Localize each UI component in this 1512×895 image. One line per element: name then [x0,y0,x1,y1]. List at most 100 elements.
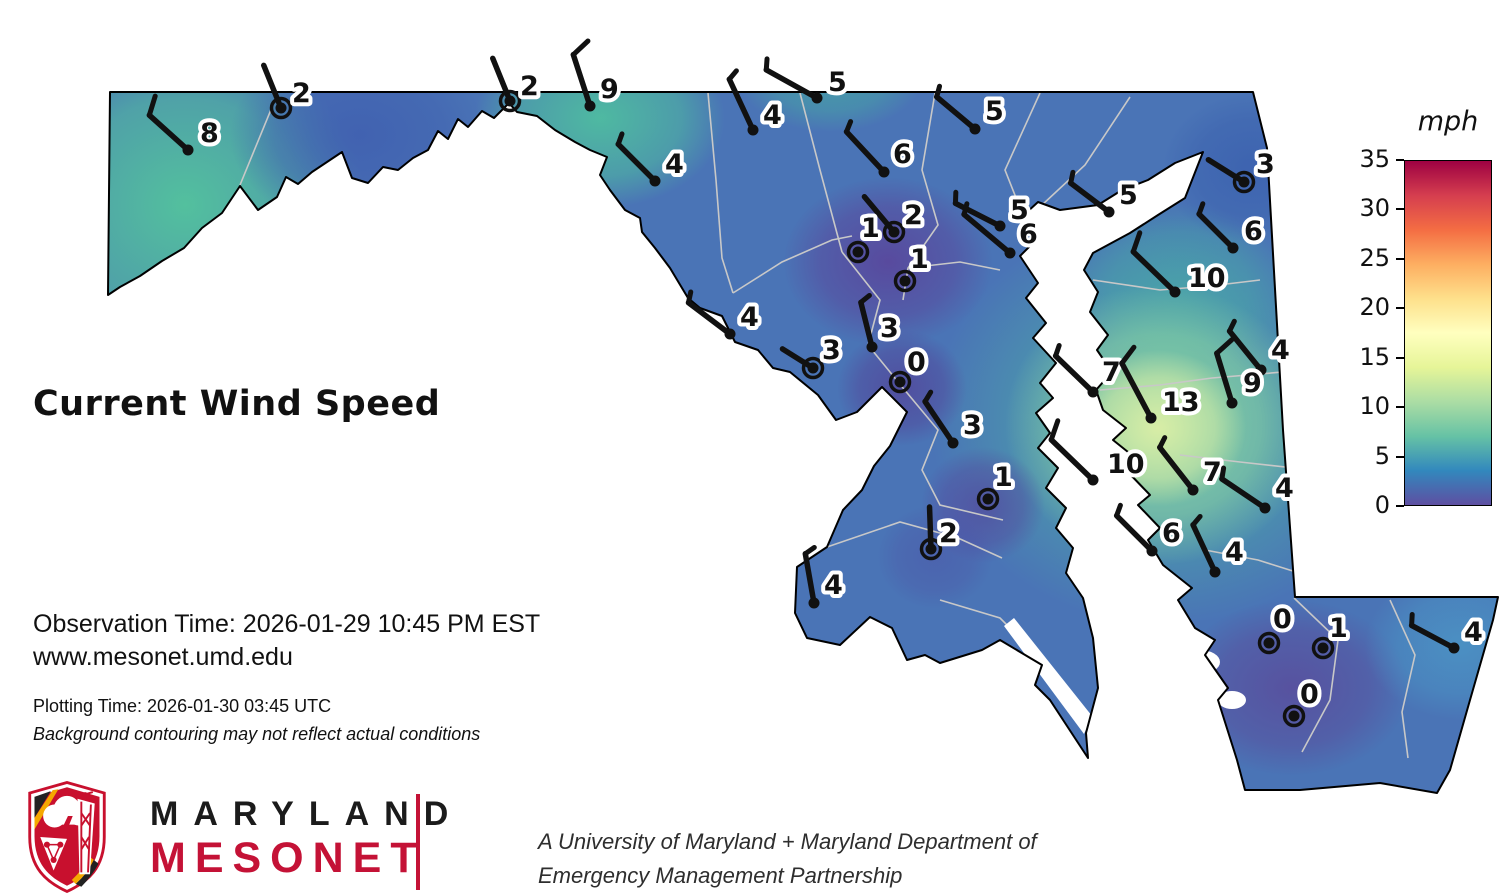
station-barb: 8 [146,93,223,156]
station-barb: 4 [685,289,763,340]
station-wind-speed-label: 5 [1119,180,1138,211]
colorbar-tick-label: 15 [1359,342,1390,371]
station-wind-speed-label: 2 [292,78,311,109]
colorbar-tick-mark [1396,307,1404,310]
station-wind-speed-label: 1 [861,213,880,244]
station-wind-speed-label: 3 [1256,149,1275,180]
station-barb: 4 [726,68,786,136]
station-wind-speed-label: 8 [200,118,219,149]
station-wind-speed-label: 7 [1102,357,1121,388]
station-barb: 5 [1067,169,1142,218]
station-wind-speed-label: 2 [520,71,539,102]
station-wind-speed-label: 5 [1010,195,1029,226]
station-wind-speed-label: 3 [822,335,841,366]
station-wind-speed-label: 2 [939,518,958,549]
station-barb: 5 [763,56,851,104]
station-wind-speed-label: 0 [907,347,926,378]
station-barb: 2 [490,55,543,113]
station-wind-speed-label: 4 [1275,473,1294,504]
station-barb: 0 [1282,675,1323,728]
station-barb: 4 [802,544,847,609]
colorbar-tick-label: 35 [1359,145,1390,173]
station-barb: 0 [1257,600,1296,655]
weather-tower-icon [77,791,95,875]
station-barb: 1 [976,458,1017,511]
station-barb: 4 [1226,318,1294,376]
station-wind-speed-label: 1 [994,462,1013,493]
station-barb: 0 [888,343,930,394]
station-wind-speed-label: 3 [963,410,982,441]
brand-divider [416,794,420,890]
colorbar-tick-label: 0 [1374,491,1390,519]
colorbar-tick-mark [1396,208,1404,211]
station-wind-speed-label: 9 [600,74,619,105]
station-barb: 3 [1205,145,1279,194]
station-wind-speed-label: 6 [1162,518,1181,549]
colorbar [1404,160,1492,506]
station-wind-speed-label: 4 [824,570,843,601]
station-wind-speed-label: 4 [1271,335,1290,366]
station-barb: 4 [1219,465,1298,514]
station-wind-speed-label: 6 [1244,216,1263,247]
colorbar-tick-mark [1396,505,1404,507]
station-barb: 1 [1311,609,1352,660]
station-barb: 7 [1157,435,1226,496]
colorbar-tick-mark [1396,159,1404,161]
station-barb: 9 [1214,337,1266,409]
station-barb: 6 [1196,201,1267,254]
station-wind-speed-label: 10 [1107,449,1145,480]
station-wind-speed-label: 5 [985,96,1004,127]
website-url: www.mesonet.umd.edu [33,643,293,671]
station-barb: 9 [570,38,623,112]
brand-mesonet: MESONET [150,834,426,882]
station-wind-speed-label: 6 [893,139,912,170]
colorbar-tick-mark [1396,257,1404,260]
station-wind-speed-label: 0 [1300,679,1319,710]
colorbar-tick-label: 5 [1374,441,1390,470]
station-wind-speed-label: 4 [763,100,782,131]
station-wind-speed-label: 7 [1203,457,1222,488]
station-wind-speed-label: 5 [828,67,847,98]
station-barb: 7 [1052,342,1125,398]
station-barb: 3 [779,331,845,380]
station-barb: 1 [846,209,884,264]
station-barb: 5 [933,83,1008,135]
station-barb: 1 [893,240,933,293]
colorbar-tick-mark [1396,406,1404,409]
station-wind-speed-label: 0 [1273,604,1292,635]
sensor-network-icon [40,837,67,871]
station-wind-speed-label: 2 [904,200,923,231]
station-barb: 2 [861,194,927,244]
station-barb: 10 [1130,230,1230,298]
station-barb: 6 [843,119,916,178]
station-barb: 10 [1048,418,1149,486]
station-barb: 5 [952,189,1033,232]
station-wind-speed-label: 4 [740,302,759,333]
station-barb: 3 [858,292,903,353]
station-wind-speed-label: 6 [1019,219,1038,250]
colorbar-tick-label: 10 [1359,392,1390,421]
colorbar-tick-label: 30 [1359,194,1390,223]
partnership-tagline-line2: Emergency Management Partnership [538,863,903,888]
station-wind-speed-label: 3 [880,313,899,344]
colorbar-tick-label: 20 [1359,293,1390,322]
station-barb: 4 [615,131,688,187]
plotting-time: Plotting Time: 2026-01-30 03:45 UTC [33,696,332,716]
station-wind-speed-label: 1 [1329,613,1348,644]
station-barb: 6 [961,201,1042,259]
station-wind-speed-label: 4 [665,149,684,180]
observation-time: Observation Time: 2026-01-29 10:45 PM ES… [33,610,541,638]
station-wind-speed-label: 4 [1464,617,1483,648]
colorbar-tick-label: 25 [1359,243,1390,272]
station-wind-speed-label: 1 [910,244,929,275]
station-barb: 4 [1408,611,1487,654]
station-wind-speed-label: 9 [1243,368,1262,399]
station-barb: 6 [1113,502,1185,557]
station-barb: 2 [919,504,962,561]
colorbar-tick-mark [1396,356,1404,359]
partnership-tagline-line1: A University of Maryland + Maryland Depa… [538,829,1037,854]
station-barb: 4 [1190,513,1248,578]
